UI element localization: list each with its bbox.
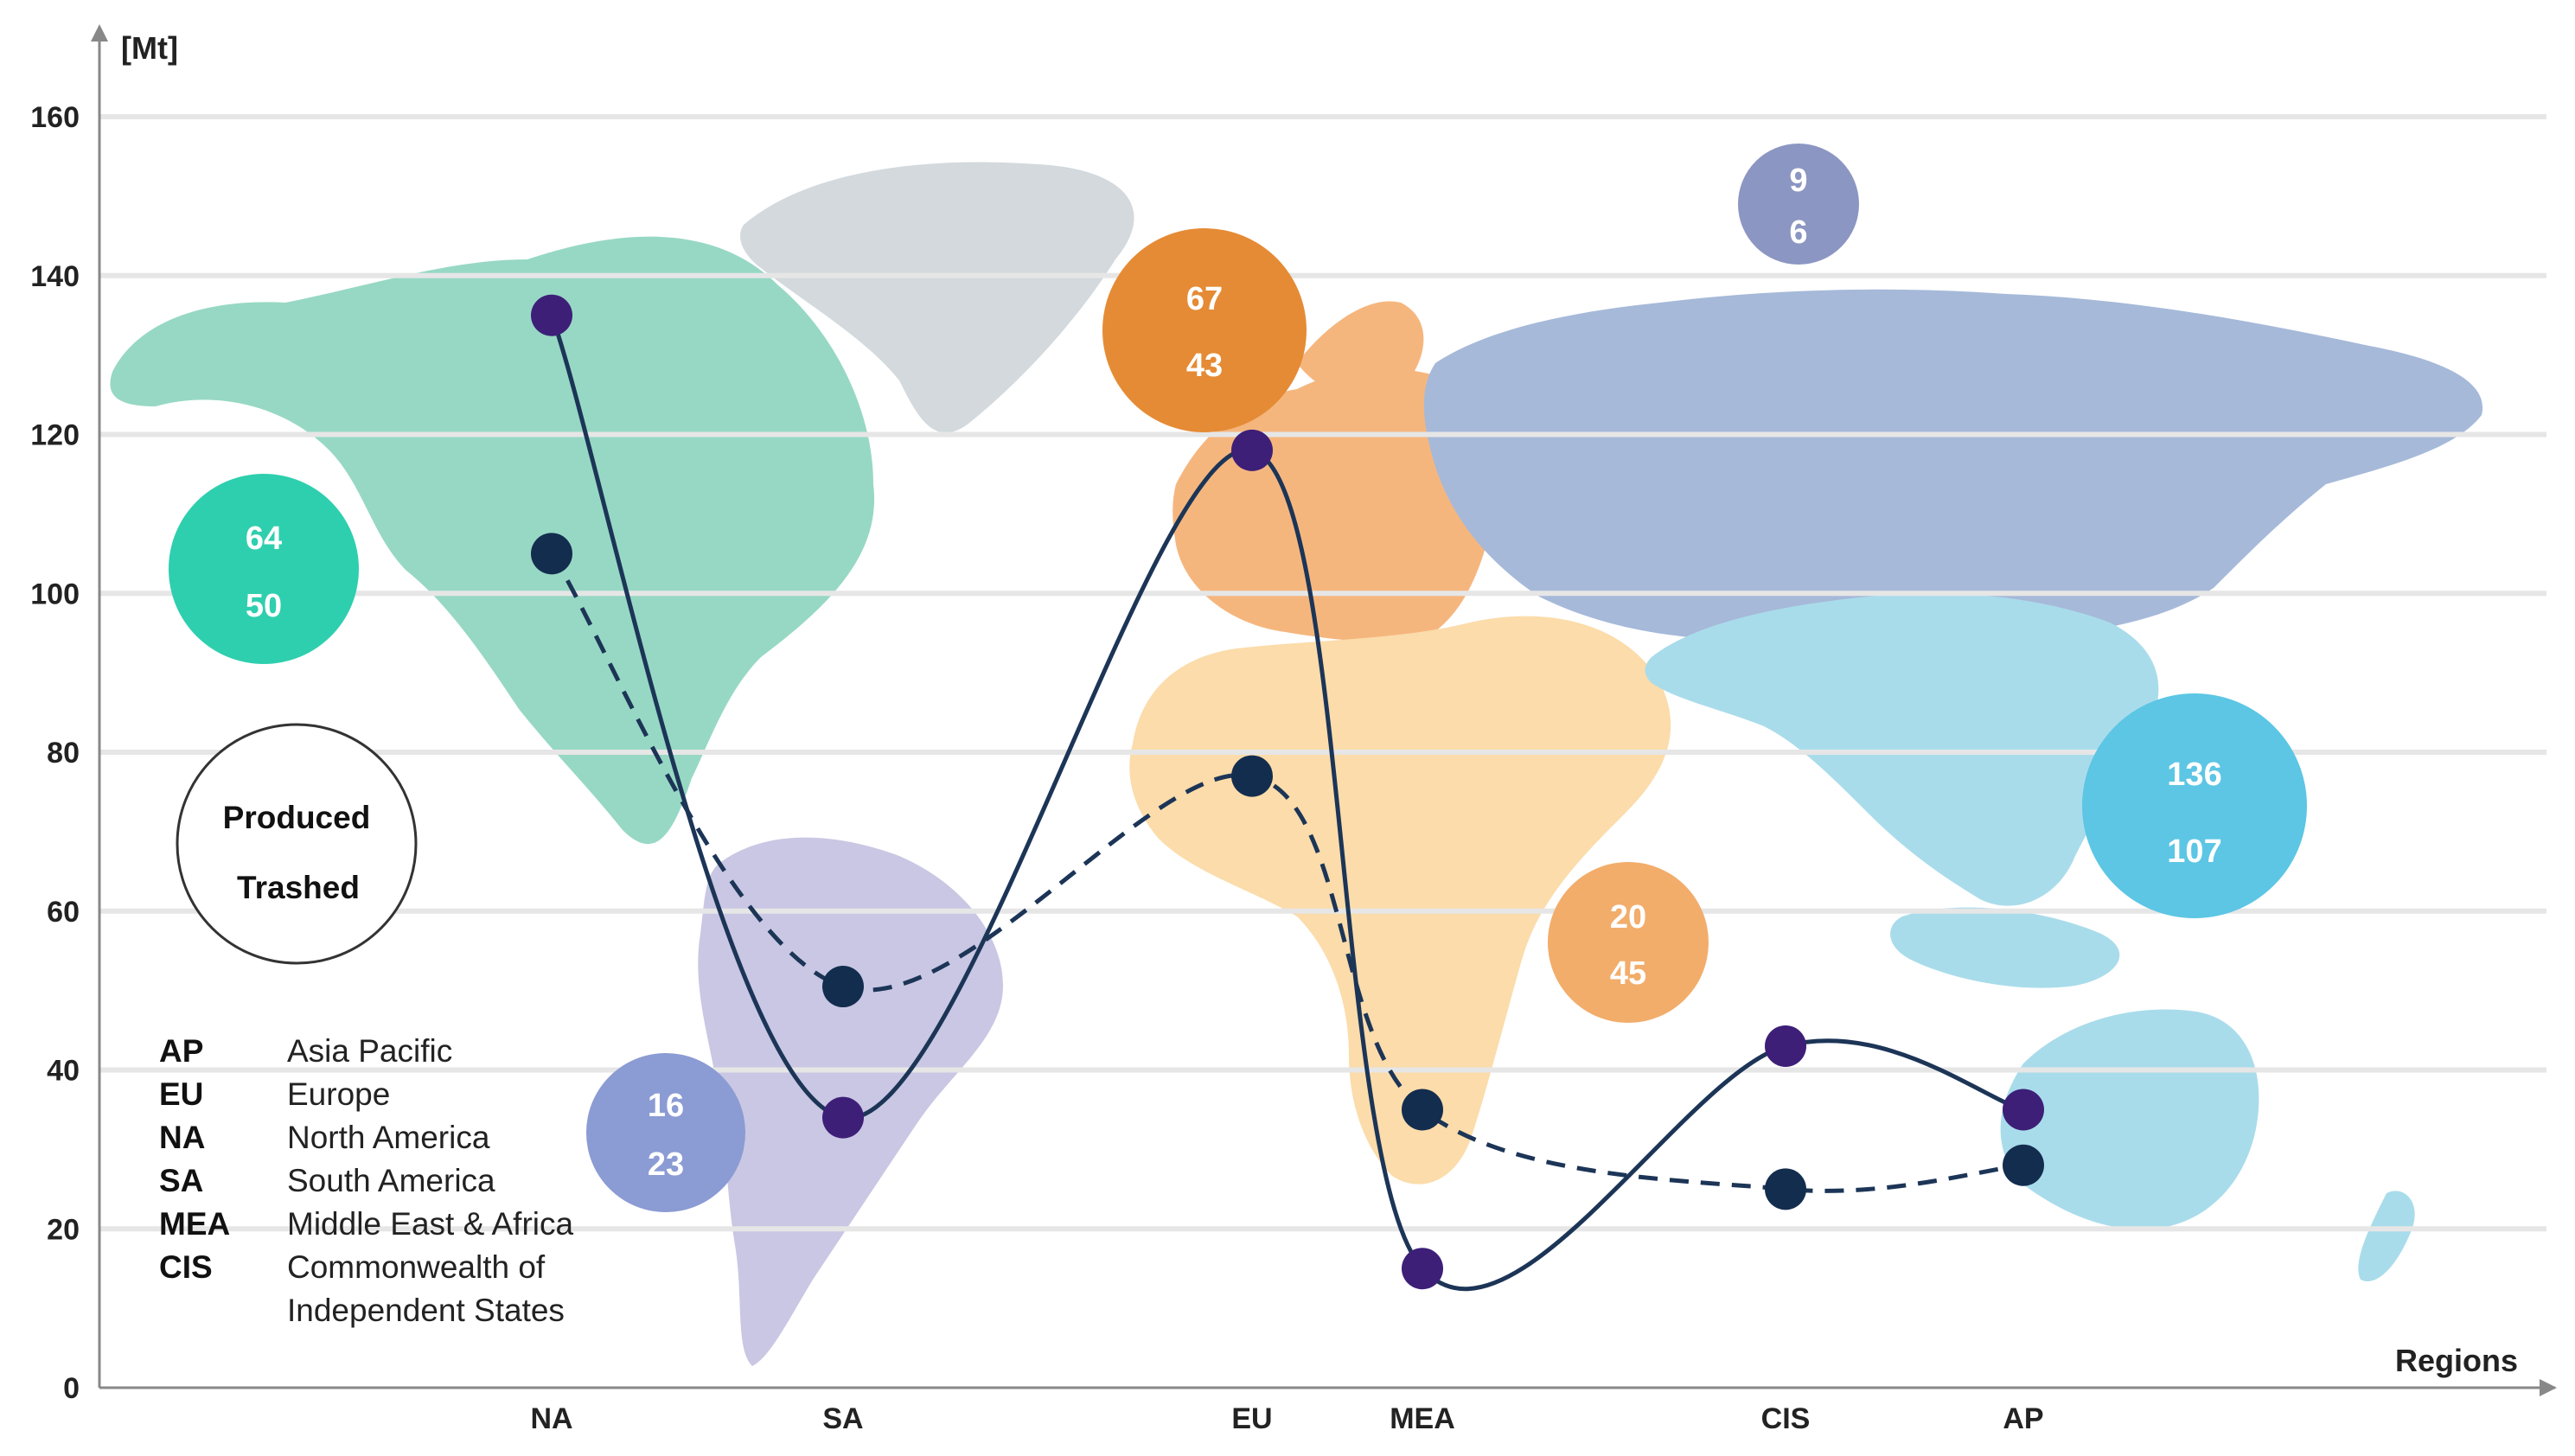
map-greenland — [740, 162, 1134, 433]
abbr-code-cis: CIS — [159, 1249, 213, 1285]
region-bubbles: 64 50 16 23 67 43 20 45 9 6 136 107 — [169, 144, 2307, 1212]
y-tick-label: 120 — [30, 419, 80, 452]
region-abbreviation-key: AP Asia Pacific EU Europe NA North America SA S… — [159, 1033, 574, 1328]
y-tick-label: 40 — [47, 1055, 80, 1088]
map-asia-islands — [1890, 907, 2120, 988]
abbr-name-na: North America — [287, 1120, 490, 1155]
axes — [91, 24, 2557, 1396]
bubble-na-trashed: 50 — [246, 588, 282, 624]
y-tick-label: 0 — [63, 1372, 80, 1405]
y-tick-label: 60 — [47, 896, 80, 929]
point-produced-ap — [2003, 1089, 2044, 1131]
point-trashed-cis — [1765, 1168, 1806, 1210]
map-north-america — [110, 236, 875, 845]
map-russia-cis — [1423, 289, 2483, 644]
abbr-code-ap: AP — [159, 1033, 203, 1069]
abbr-code-mea: MEA — [159, 1206, 230, 1242]
bubble-sa-trashed: 23 — [648, 1146, 684, 1183]
bubble-mea-produced: 20 — [1610, 899, 1646, 936]
y-tick-label: 20 — [47, 1213, 80, 1246]
bubble-ap-produced: 136 — [2167, 757, 2221, 793]
point-produced-cis — [1765, 1025, 1806, 1067]
point-produced-sa — [822, 1096, 864, 1139]
series-markers — [531, 294, 2044, 1290]
map-australia — [2000, 1009, 2259, 1229]
y-tick-label: 160 — [30, 101, 80, 134]
x-tick-labels: NA SA EU MEA CIS AP — [530, 1402, 2043, 1435]
bubble-mea-trashed: 45 — [1610, 955, 1646, 992]
map-europe-north — [1297, 301, 1424, 398]
abbr-code-na: NA — [159, 1120, 205, 1155]
point-produced-eu — [1231, 429, 1273, 471]
bubble-ap — [2082, 693, 2307, 918]
bubble-eu-trashed: 43 — [1186, 348, 1223, 384]
x-axis-title: Regions — [2395, 1343, 2518, 1378]
x-tick-label: AP — [2003, 1402, 2043, 1435]
abbr-name-mea: Middle East & Africa — [287, 1206, 574, 1242]
map-asia-pacific — [1645, 593, 2159, 906]
map-new-zealand — [2358, 1191, 2415, 1281]
y-axis-title: [Mt] — [121, 30, 178, 66]
bubble-legend-circle — [176, 723, 418, 965]
x-tick-label: SA — [822, 1402, 863, 1435]
bubble-na — [169, 474, 359, 664]
bubble-cis-produced: 9 — [1789, 163, 1807, 199]
y-axis-arrow — [91, 24, 108, 42]
bubble-legend: Produced Trashed — [176, 723, 418, 965]
bubble-sa-produced: 16 — [648, 1088, 684, 1124]
point-trashed-eu — [1231, 755, 1273, 797]
abbr-name-sa: South America — [287, 1163, 495, 1198]
x-tick-label: CIS — [1761, 1402, 1811, 1435]
x-tick-label: NA — [530, 1402, 572, 1435]
abbr-code-eu: EU — [159, 1076, 203, 1112]
series-line-produced — [549, 314, 2024, 1292]
point-trashed-ap — [2003, 1144, 2044, 1186]
bubble-eu-produced: 67 — [1186, 281, 1223, 317]
point-produced-mea — [1402, 1248, 1443, 1290]
abbr-name-cis: Independent States — [287, 1293, 565, 1328]
bubble-sa — [586, 1053, 745, 1212]
point-produced-na — [531, 294, 572, 336]
map-africa-middle-east — [1129, 616, 1671, 1185]
y-tick-labels: 0 20 40 60 80 100 120 140 160 — [30, 101, 80, 1405]
x-tick-label: MEA — [1390, 1402, 1455, 1435]
point-trashed-na — [531, 533, 572, 575]
bubble-na-produced: 64 — [246, 520, 282, 557]
x-axis-arrow — [2540, 1379, 2557, 1396]
abbr-code-sa: SA — [159, 1163, 203, 1198]
abbr-name-eu: Europe — [287, 1076, 390, 1112]
bubble-legend-produced: Produced — [223, 800, 371, 835]
point-trashed-mea — [1402, 1089, 1443, 1131]
gridlines — [99, 114, 2546, 1232]
bubble-legend-trashed: Trashed — [237, 870, 360, 905]
y-tick-label: 100 — [30, 578, 80, 610]
bubble-ap-trashed: 107 — [2167, 833, 2221, 870]
x-tick-label: EU — [1231, 1402, 1272, 1435]
abbr-name-cis: Commonwealth of — [287, 1249, 546, 1285]
abbr-name-ap: Asia Pacific — [287, 1033, 452, 1069]
bubble-eu — [1102, 228, 1307, 432]
point-trashed-sa — [822, 966, 864, 1008]
bubble-mea — [1548, 862, 1709, 1023]
bubble-cis — [1738, 144, 1859, 265]
y-tick-label: 80 — [47, 737, 80, 770]
bubble-cis-trashed: 6 — [1789, 214, 1807, 251]
y-tick-label: 140 — [30, 260, 80, 293]
